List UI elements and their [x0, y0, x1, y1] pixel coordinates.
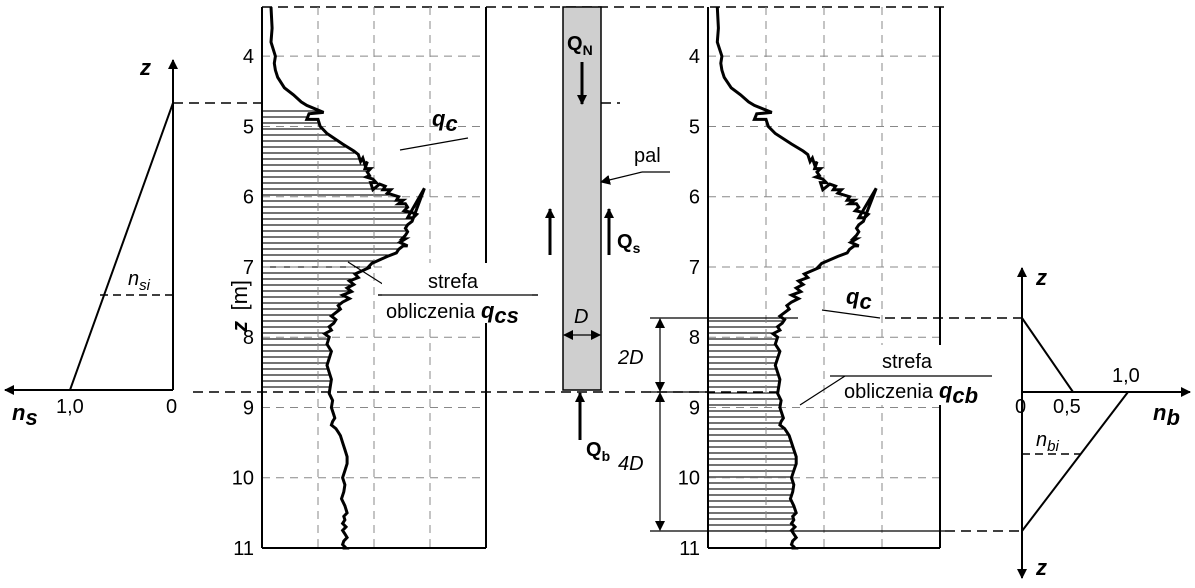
pile-group: QN pal Qs D Qb [193, 6, 945, 464]
nsi-label: nsi [128, 268, 151, 294]
qb-label: Qb [586, 439, 610, 464]
ns-axis-label: ns [12, 400, 38, 430]
ns-triangle-hyp [69, 102, 174, 391]
depth-tick-label: 4 [243, 46, 254, 68]
depth-tick-label: 10 [232, 468, 254, 490]
left-chart: 4 5 6 7 8 9 10 11 z [m] qc strefa obliczenia qcs [227, 6, 538, 560]
right-zone-line1: strefa [882, 351, 933, 373]
pal-label: pal [634, 145, 661, 167]
nb-z-top-label: z [1035, 265, 1047, 290]
left-zone-line1: strefa [428, 271, 479, 293]
left-zone-label-bg [382, 263, 532, 323]
depth-tick-label: 8 [689, 327, 700, 349]
depth-tick-label: 4 [689, 46, 700, 68]
depth-tick-label: 6 [689, 187, 700, 209]
qs-label: Qs [617, 231, 641, 256]
nbi-label: nbi [1036, 429, 1059, 455]
left-qc-leader [399, 137, 469, 151]
left-depth-ticks: 4 5 6 7 8 9 10 11 [232, 46, 254, 560]
ns-z-label: z [139, 55, 151, 80]
dim-2d-label: 2D [617, 347, 644, 369]
depth-tick-label: 11 [679, 538, 700, 560]
right-grid [708, 7, 940, 548]
right-zone-line2: obliczenia qcb [844, 378, 978, 408]
qn-label: QN [567, 33, 593, 58]
ns-tick-zero: 0 [166, 396, 177, 418]
nb-z-bottom-label: z [1035, 555, 1047, 580]
right-nb-diagram: z z nb 0 0,5 1,0 nbi [1015, 265, 1191, 580]
nb-upper-line [1021, 317, 1074, 393]
nb-tick-zero: 0 [1015, 396, 1026, 418]
depth-tick-label: 8 [243, 327, 254, 349]
depth-tick-label: 11 [233, 538, 254, 560]
dim-4d-bg [615, 453, 647, 475]
right-chart: 4 5 6 7 8 9 10 11 2D 4D qc strefa obliczenia qcb [615, 6, 1022, 560]
right-qc-leader [821, 309, 881, 319]
dim-2d-bg [615, 347, 647, 369]
depth-tick-label: 6 [243, 187, 254, 209]
depth-tick-label: 5 [689, 116, 700, 138]
right-depth-ticks: 4 5 6 7 8 9 10 11 [678, 46, 700, 560]
left-qc-label: qc [432, 106, 458, 136]
depth-tick-label: 9 [689, 397, 700, 419]
nb-tick-one: 1,0 [1112, 365, 1140, 387]
depth-tick-label: 10 [678, 468, 700, 490]
left-zone-line2: obliczenia qcs [386, 298, 519, 328]
d-label: D [574, 306, 588, 328]
right-qc-label: qc [846, 284, 872, 314]
depth-tick-label: 7 [689, 257, 700, 279]
nb-axis-label: nb [1153, 400, 1180, 430]
dim-4d-label: 4D [618, 453, 644, 475]
ns-tick-one: 1,0 [56, 396, 84, 418]
nb-tick-half: 0,5 [1053, 396, 1081, 418]
right-zone-label-bg [840, 345, 990, 405]
depth-tick-label: 5 [243, 116, 254, 138]
depth-axis-label: z [m] [227, 280, 252, 333]
depth-tick-label: 7 [243, 257, 254, 279]
left-ns-diagram: z ns 1,0 0 nsi [4, 55, 262, 430]
nb-lower-line [1021, 391, 1129, 532]
left-qc-curve [269, 6, 426, 550]
right-qc-curve [715, 6, 878, 550]
pal-leader-2 [600, 171, 643, 185]
right-zone-leader [799, 375, 846, 406]
depth-tick-label: 9 [243, 397, 254, 419]
